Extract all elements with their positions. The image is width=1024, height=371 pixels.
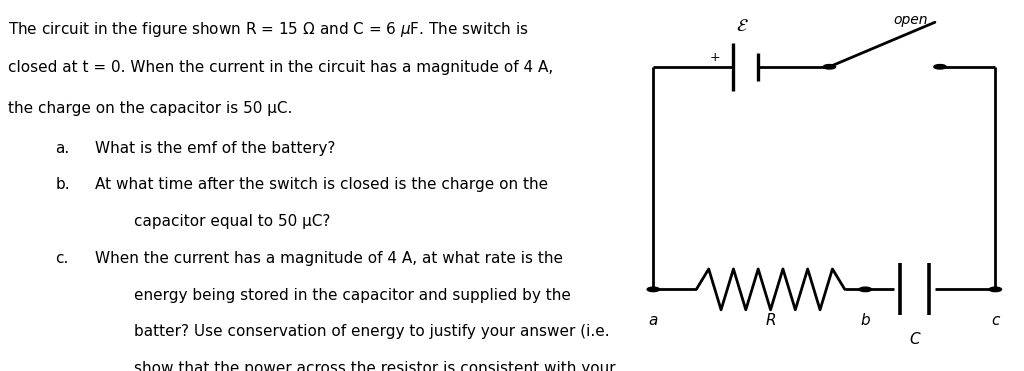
Text: The circuit in the figure shown R = 15 $\Omega$ and C = 6 $\mu$F. The switch is: The circuit in the figure shown R = 15 $… (8, 20, 528, 39)
Text: c.: c. (55, 251, 69, 266)
Text: c: c (991, 313, 999, 328)
Text: open: open (893, 13, 928, 27)
Text: R: R (765, 313, 776, 328)
Text: When the current has a magnitude of 4 A, at what rate is the: When the current has a magnitude of 4 A,… (95, 251, 563, 266)
Circle shape (823, 65, 836, 69)
Circle shape (647, 287, 659, 292)
Circle shape (934, 65, 946, 69)
Text: Switch: Switch (888, 0, 933, 1)
Text: a: a (648, 313, 658, 328)
Text: a.: a. (55, 141, 70, 155)
Text: b.: b. (55, 177, 70, 192)
Text: C: C (909, 332, 920, 347)
Text: closed at t = 0. When the current in the circuit has a magnitude of 4 A,: closed at t = 0. When the current in the… (8, 60, 553, 75)
Text: batter? Use conservation of energy to justify your answer (i.e.: batter? Use conservation of energy to ju… (95, 324, 610, 339)
Text: show that the power across the resistor is consistent with your: show that the power across the resistor … (95, 361, 615, 371)
Text: At what time after the switch is closed is the charge on the: At what time after the switch is closed … (95, 177, 549, 192)
Text: the charge on the capacitor is 50 μC.: the charge on the capacitor is 50 μC. (8, 101, 293, 115)
Circle shape (989, 287, 1001, 292)
Text: capacitor equal to 50 μC?: capacitor equal to 50 μC? (95, 214, 331, 229)
Text: $\mathcal{E}$: $\mathcal{E}$ (736, 17, 749, 35)
Text: What is the emf of the battery?: What is the emf of the battery? (95, 141, 336, 155)
Text: +: + (710, 51, 720, 64)
Text: energy being stored in the capacitor and supplied by the: energy being stored in the capacitor and… (95, 288, 571, 302)
Circle shape (859, 287, 871, 292)
Text: b: b (860, 313, 870, 328)
